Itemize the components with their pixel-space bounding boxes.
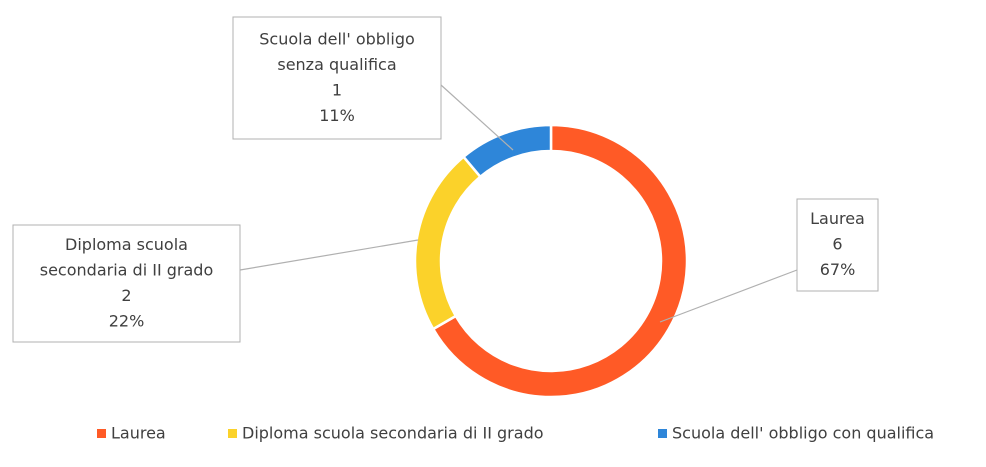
slice bbox=[431, 123, 689, 399]
data-label-value: 2 bbox=[121, 286, 131, 305]
data-label-value: 1 bbox=[332, 80, 342, 99]
leader-line bbox=[239, 239, 419, 271]
data-label-percent: 11% bbox=[319, 106, 355, 125]
data-label-value: 6 bbox=[832, 235, 842, 254]
slice bbox=[413, 155, 483, 331]
slice bbox=[461, 123, 553, 179]
label-box bbox=[796, 198, 879, 292]
data-label-percent: 22% bbox=[109, 311, 145, 330]
legend-label: Diploma scuola secondaria di II grado bbox=[242, 424, 544, 443]
data-label-name: senza qualifica bbox=[277, 55, 396, 74]
data-label-name: secondaria di II grado bbox=[40, 260, 213, 279]
legend-label: Scuola dell' obbligo con qualifica bbox=[672, 424, 934, 443]
data-label-name: Laurea bbox=[810, 209, 865, 228]
legend-label: Laurea bbox=[111, 424, 166, 443]
legend-marker bbox=[658, 429, 667, 438]
legend-marker bbox=[228, 429, 237, 438]
data-label-percent: 67% bbox=[820, 260, 856, 279]
legend-marker bbox=[97, 429, 106, 438]
data-label-name: Diploma scuola bbox=[65, 235, 188, 254]
data-label-name: Scuola dell' obbligo bbox=[259, 29, 415, 48]
leader-line bbox=[440, 84, 514, 151]
label-box bbox=[12, 224, 241, 343]
leader-line bbox=[659, 269, 798, 323]
label-box bbox=[232, 16, 442, 140]
